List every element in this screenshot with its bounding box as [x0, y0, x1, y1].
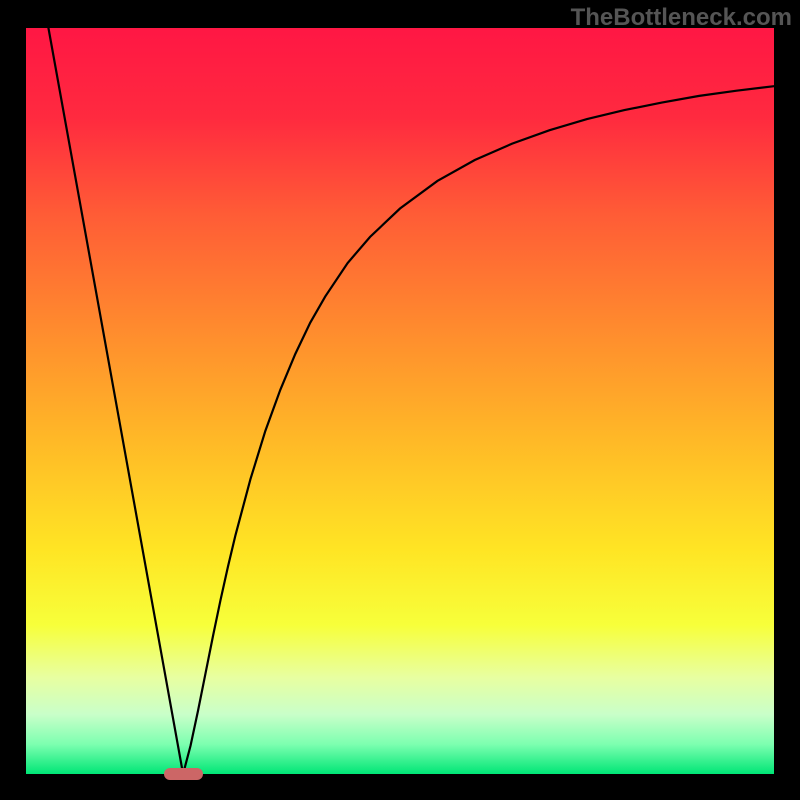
chart-container: TheBottleneck.com — [0, 0, 800, 800]
watermark-text: TheBottleneck.com — [571, 4, 792, 32]
plot-area — [26, 28, 774, 774]
valley-marker — [164, 768, 203, 780]
